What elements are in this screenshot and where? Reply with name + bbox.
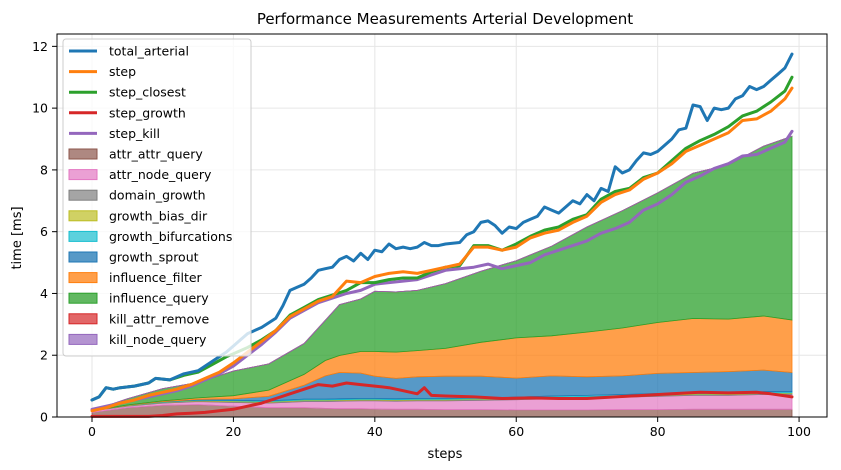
legend-item-step-kill: step_kill: [69, 126, 160, 141]
legend-label-growth-bias-dir: growth_bias_dir: [109, 208, 208, 223]
x-tick-label-20: 20: [225, 424, 241, 439]
legend-label-influence-query: influence_query: [109, 291, 209, 306]
legend-label-attr-attr-query: attr_attr_query: [109, 147, 203, 162]
legend-label-step: step: [109, 64, 136, 79]
x-tick-label-0: 0: [88, 424, 96, 439]
legend-item-kill-node-query: kill_node_query: [68, 332, 207, 347]
plot-frame: [56, 33, 828, 418]
legend-label-step-growth: step_growth: [109, 105, 186, 120]
legend-item-influence-query: influence_query: [68, 291, 209, 306]
legend-item-total-arterial: total_arterial: [69, 44, 189, 59]
legend-item-growth-bias-dir: growth_bias_dir: [68, 208, 208, 223]
legend-label-growth-bifurcations: growth_bifurcations: [109, 229, 232, 244]
y-tick-label-6: 6: [40, 224, 48, 239]
legend-item-attr-attr-query: attr_attr_query: [68, 147, 203, 162]
legend-item-kill-attr-remove: kill_attr_remove: [68, 311, 210, 326]
line-step: [90, 86, 794, 413]
x-axis-label: steps: [428, 447, 463, 462]
x-tick-label-100: 100: [787, 424, 811, 439]
legend-label-step-kill: step_kill: [109, 126, 160, 141]
legend-item-growth-bifurcations: growth_bifurcations: [68, 229, 232, 244]
legend-swatch-growth-sprout: [68, 251, 98, 263]
legend-item-step-closest: step_closest: [69, 85, 186, 100]
legend-item-step-growth: step_growth: [69, 105, 186, 120]
legend-label-total-arterial: total_arterial: [109, 44, 189, 59]
legend-swatch-influence-filter: [68, 272, 98, 284]
x-tick-label-40: 40: [367, 424, 383, 439]
legend-item-step: step: [69, 64, 136, 79]
legend-swatch-domain-growth: [68, 189, 98, 201]
legend-label-kill-attr-remove: kill_attr_remove: [109, 311, 210, 326]
x-tick-label-60: 60: [508, 424, 524, 439]
x-tick-label-80: 80: [650, 424, 666, 439]
legend-item-growth-sprout: growth_sprout: [68, 250, 199, 265]
y-tick-label-0: 0: [40, 410, 48, 425]
chart-title: Performance Measurements Arterial Develo…: [257, 10, 633, 28]
legend-item-influence-filter: influence_filter: [68, 270, 203, 285]
legend-label-attr-node-query: attr_node_query: [109, 167, 212, 182]
ticks: 0 20 40 60 80 100 0 2 4 6 8 10 12: [32, 39, 811, 439]
legend-swatch-growth-bifurcations: [68, 230, 98, 242]
legend-swatch-attr-node-query: [68, 169, 98, 181]
legend-label-domain-growth: domain_growth: [109, 188, 206, 203]
legend-item-domain-growth: domain_growth: [68, 188, 206, 203]
y-tick-label-2: 2: [40, 348, 48, 363]
area-kill-node-query: [91, 135, 793, 412]
axes: [56, 33, 828, 418]
legend-swatch-kill-node-query: [68, 333, 98, 345]
legend-label-kill-node-query: kill_node_query: [109, 332, 207, 347]
y-tick-label-4: 4: [40, 286, 48, 301]
legend-label-growth-sprout: growth_sprout: [109, 250, 199, 265]
legend-swatch-growth-bias-dir: [68, 210, 98, 222]
legend-label-step-closest: step_closest: [109, 85, 186, 100]
legend-box: [62, 38, 252, 357]
y-tick-label-8: 8: [40, 162, 48, 177]
y-axis-label: time [ms]: [10, 206, 25, 269]
legend-swatch-kill-attr-remove: [68, 313, 98, 325]
legend-swatch-attr-attr-query: [68, 148, 98, 160]
legend-label-influence-filter: influence_filter: [109, 270, 203, 285]
line-step-growth: [90, 381, 794, 418]
legend-item-attr-node-query: attr_node_query: [68, 167, 212, 182]
legend-swatch-influence-query: [68, 292, 98, 304]
y-tick-label-12: 12: [32, 39, 48, 54]
y-tick-label-10: 10: [32, 101, 48, 116]
